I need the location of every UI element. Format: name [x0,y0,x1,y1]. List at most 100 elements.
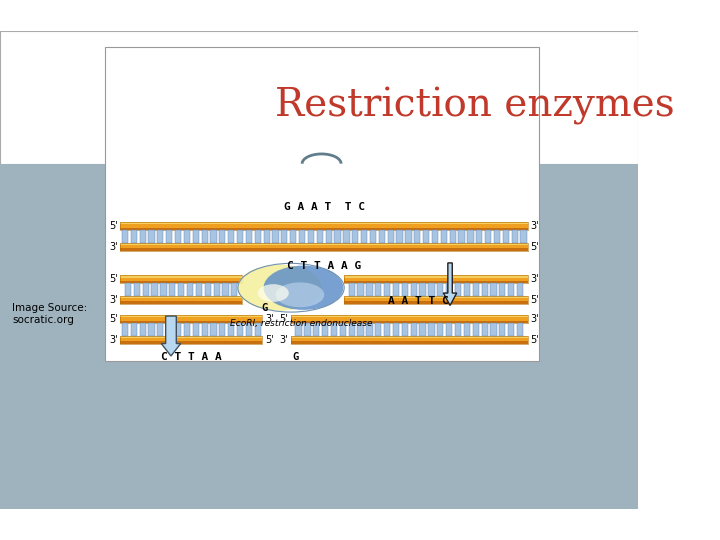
Bar [361,230,367,242]
Bar [331,323,337,335]
Bar [343,296,528,303]
Bar [210,323,217,335]
Bar [402,323,408,335]
Bar [202,323,208,335]
Text: 5': 5' [109,314,118,324]
Bar [343,275,528,284]
Bar [175,323,181,335]
Bar [299,230,305,242]
Ellipse shape [264,266,343,310]
Bar [366,284,372,296]
Bar [178,284,184,296]
Bar [120,225,528,228]
Bar [204,284,211,296]
Bar [490,284,497,296]
Text: C T T A A G: C T T A A G [287,261,361,271]
Bar [410,284,417,296]
Bar [237,323,243,335]
Bar [120,228,528,230]
Bar [120,335,262,343]
Bar [120,338,262,341]
Bar [428,323,435,335]
Text: A A T T C: A A T T C [388,296,449,306]
Bar [357,323,364,335]
Bar [184,230,190,242]
Bar [384,323,390,335]
Bar [290,230,297,242]
Text: G A A T  T C: G A A T T C [284,201,365,212]
Text: G: G [292,353,298,362]
Bar [343,298,528,301]
Bar [237,230,243,242]
Bar [499,323,505,335]
Bar [348,323,355,335]
Bar [0,164,638,509]
Bar [196,284,202,296]
Bar [379,230,385,242]
Bar [428,284,435,296]
Bar [210,230,217,242]
Bar [441,230,447,242]
Bar [343,278,528,281]
Bar [120,318,262,321]
Bar [449,230,456,242]
Bar [472,284,479,296]
Bar [482,323,487,335]
Bar [308,230,314,242]
Bar [120,298,242,301]
Bar [120,281,242,284]
Bar [343,275,528,278]
Bar [130,323,137,335]
Bar [464,284,470,296]
Bar [246,323,252,335]
Bar [343,230,349,242]
Bar [214,284,220,296]
Bar [120,275,242,278]
Bar [120,242,528,251]
Bar [0,31,638,164]
Bar [352,230,359,242]
Bar [120,242,528,245]
Text: 3': 3' [279,335,288,345]
Text: 3': 3' [109,241,118,252]
Bar [464,323,470,335]
Bar [148,323,155,335]
Bar [122,323,128,335]
Bar [414,230,420,242]
Bar [120,296,242,298]
Bar [410,323,417,335]
Bar [508,323,514,335]
Bar [122,230,128,242]
Bar [291,341,528,343]
Bar [384,284,390,296]
Text: Restriction enzymes: Restriction enzymes [274,87,674,125]
Bar [120,341,262,343]
Text: 5': 5' [109,221,118,231]
Bar [393,284,399,296]
Bar [397,230,402,242]
Ellipse shape [238,265,322,310]
Bar [343,296,528,298]
Bar [125,284,131,296]
Text: C T T A A: C T T A A [161,353,222,362]
Bar [343,301,528,303]
Bar [120,222,528,225]
Bar [166,230,172,242]
Bar [291,315,528,323]
Bar [503,230,509,242]
Bar [348,284,355,296]
Bar [499,284,505,296]
Bar [220,323,225,335]
Bar [120,275,242,284]
Bar [508,284,514,296]
Text: 3': 3' [531,221,539,231]
Bar [157,230,163,242]
Bar [467,230,474,242]
Bar [494,230,500,242]
Bar [446,323,452,335]
Bar [512,230,518,242]
Bar [228,230,234,242]
Bar [169,284,176,296]
Bar [148,230,155,242]
Bar [193,230,199,242]
